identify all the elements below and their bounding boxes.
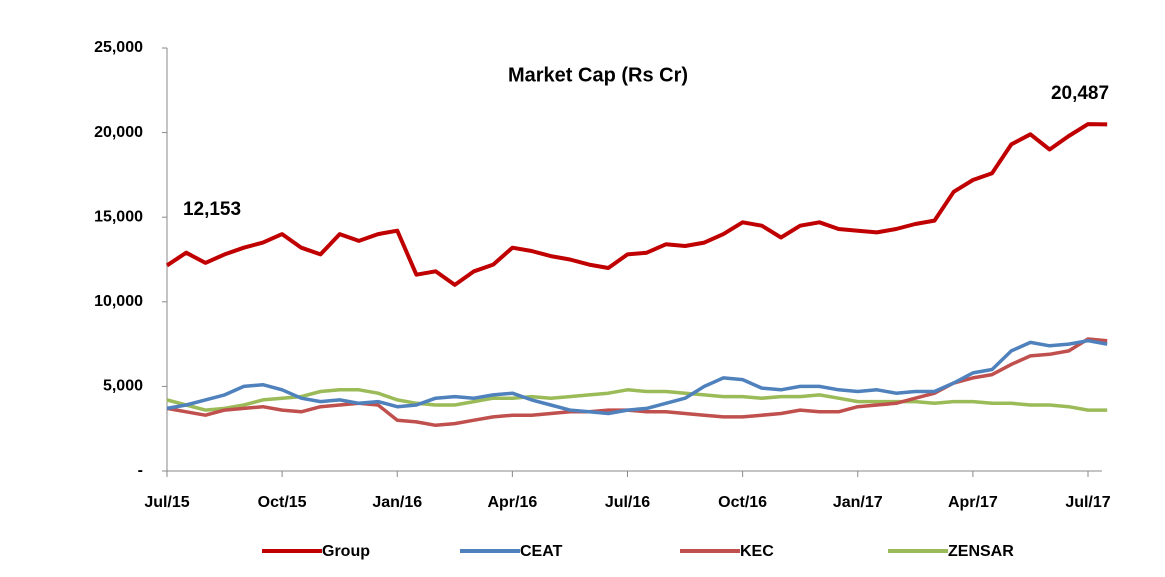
x-tick-label: Jul/16 [605, 494, 650, 511]
y-tick-label: - [138, 462, 143, 479]
series-line [166, 388, 1108, 412]
y-tick-label: 15,000 [94, 208, 143, 225]
legend-label: CEAT [520, 543, 563, 560]
y-tick-label: 20,000 [94, 124, 143, 141]
y-tick-label: 5,000 [103, 378, 143, 395]
series-line [165, 122, 1108, 287]
x-tick-label: Jul/17 [1065, 494, 1110, 511]
y-tick-label: 25,000 [94, 39, 143, 56]
x-tick-label: Jul/15 [144, 494, 189, 511]
x-tick-label: Apr/17 [948, 494, 998, 511]
annotation: 12,153 [183, 199, 241, 220]
chart-title: Market Cap (Rs Cr) [508, 64, 688, 86]
y-tick-label: 10,000 [94, 293, 143, 310]
legend-label: KEC [740, 543, 774, 560]
series-line [166, 338, 1108, 416]
legend-label: Group [322, 543, 370, 560]
x-tick-label: Jan/16 [372, 494, 422, 511]
x-tick-label: Oct/16 [718, 494, 767, 511]
series-line [166, 337, 1108, 428]
annotation: 20,487 [1051, 83, 1109, 104]
x-tick-label: Oct/15 [258, 494, 307, 511]
legend-label: ZENSAR [948, 543, 1014, 560]
x-tick-label: Jan/17 [833, 494, 883, 511]
x-tick-label: Apr/16 [487, 494, 537, 511]
